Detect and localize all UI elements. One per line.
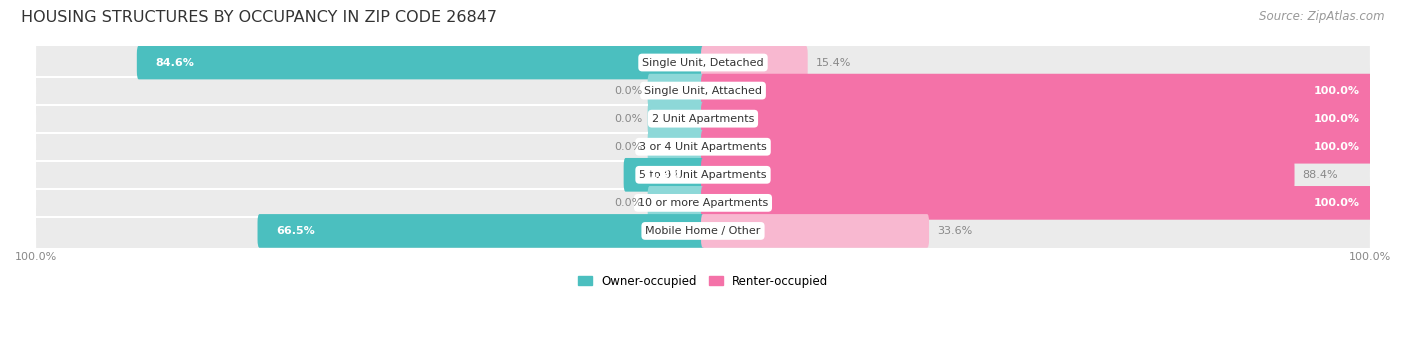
FancyBboxPatch shape — [37, 33, 1369, 92]
Text: 3 or 4 Unit Apartments: 3 or 4 Unit Apartments — [640, 142, 766, 152]
Text: 0.0%: 0.0% — [614, 86, 643, 95]
Text: 10 or more Apartments: 10 or more Apartments — [638, 198, 768, 208]
Text: 0.0%: 0.0% — [614, 114, 643, 124]
FancyBboxPatch shape — [37, 118, 1369, 176]
FancyBboxPatch shape — [37, 174, 1369, 232]
Text: 11.6%: 11.6% — [643, 170, 681, 180]
Text: Mobile Home / Other: Mobile Home / Other — [645, 226, 761, 236]
FancyBboxPatch shape — [648, 74, 704, 107]
Text: HOUSING STRUCTURES BY OCCUPANCY IN ZIP CODE 26847: HOUSING STRUCTURES BY OCCUPANCY IN ZIP C… — [21, 10, 498, 25]
FancyBboxPatch shape — [702, 214, 929, 248]
Text: 88.4%: 88.4% — [1302, 170, 1339, 180]
FancyBboxPatch shape — [702, 130, 1372, 164]
FancyBboxPatch shape — [702, 158, 1295, 192]
Text: 33.6%: 33.6% — [936, 226, 973, 236]
FancyBboxPatch shape — [37, 89, 1369, 148]
Text: 0.0%: 0.0% — [614, 198, 643, 208]
FancyBboxPatch shape — [37, 61, 1369, 120]
FancyBboxPatch shape — [136, 46, 704, 79]
Text: Single Unit, Detached: Single Unit, Detached — [643, 58, 763, 68]
Text: 84.6%: 84.6% — [156, 58, 194, 68]
FancyBboxPatch shape — [702, 74, 1372, 107]
FancyBboxPatch shape — [702, 46, 807, 79]
FancyBboxPatch shape — [702, 102, 1372, 135]
Text: 100.0%: 100.0% — [1313, 142, 1360, 152]
FancyBboxPatch shape — [624, 158, 704, 192]
Legend: Owner-occupied, Renter-occupied: Owner-occupied, Renter-occupied — [572, 270, 834, 292]
Text: 2 Unit Apartments: 2 Unit Apartments — [652, 114, 754, 124]
Text: 100.0%: 100.0% — [1313, 198, 1360, 208]
Text: 5 to 9 Unit Apartments: 5 to 9 Unit Apartments — [640, 170, 766, 180]
FancyBboxPatch shape — [257, 214, 704, 248]
Text: 66.5%: 66.5% — [276, 226, 315, 236]
FancyBboxPatch shape — [702, 186, 1372, 220]
FancyBboxPatch shape — [37, 202, 1369, 260]
Text: Source: ZipAtlas.com: Source: ZipAtlas.com — [1260, 10, 1385, 23]
FancyBboxPatch shape — [37, 146, 1369, 204]
Text: Single Unit, Attached: Single Unit, Attached — [644, 86, 762, 95]
Text: 0.0%: 0.0% — [614, 142, 643, 152]
FancyBboxPatch shape — [648, 186, 704, 220]
FancyBboxPatch shape — [648, 130, 704, 164]
Text: 15.4%: 15.4% — [815, 58, 851, 68]
Text: 100.0%: 100.0% — [1313, 86, 1360, 95]
Text: 100.0%: 100.0% — [1313, 114, 1360, 124]
FancyBboxPatch shape — [648, 102, 704, 135]
